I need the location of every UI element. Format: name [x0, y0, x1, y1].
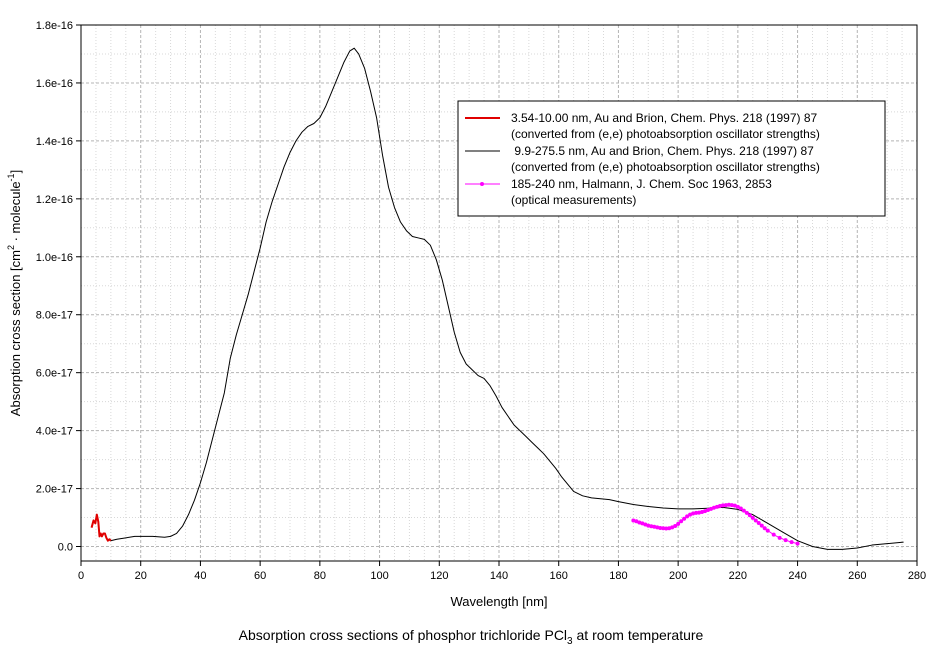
x-axis-label: Wavelength [nm] [450, 594, 547, 609]
series-3-point [765, 528, 770, 533]
series-line-2 [110, 47, 904, 550]
y-tick-label: 1.6e-16 [36, 78, 73, 90]
series-3-point [723, 503, 728, 508]
x-tick-label: 120 [430, 570, 448, 582]
x-tick-label: 260 [848, 570, 866, 582]
series-3-point [720, 503, 725, 508]
series-layer [90, 47, 904, 550]
x-tick-label: 40 [194, 570, 206, 582]
y-tick-label: 1.8e-16 [36, 20, 73, 32]
series-3-point [756, 521, 761, 526]
y-axis-label: Absorption cross section [cm2 · molecule… [6, 170, 23, 416]
series-3-point [685, 514, 690, 519]
legend-entry-2-line-2: (converted from (e,e) photoabsorption os… [511, 160, 820, 174]
series-3-point [741, 508, 746, 513]
series-3-point [661, 526, 666, 531]
series-3-point [729, 503, 734, 508]
x-tick-label: 100 [370, 570, 388, 582]
chart-title-tail: at room temperature [572, 627, 704, 643]
series-3-point [789, 540, 794, 545]
series-3-point [762, 526, 767, 531]
series-3-point [679, 519, 684, 524]
series-3-point [747, 513, 752, 518]
series-3-point [777, 535, 782, 540]
series-3-point [649, 524, 654, 529]
legend-entry-3-line-1: 185-240 nm, Halmann, J. Chem. Soc 1963, … [511, 177, 772, 191]
legend: 3.54-10.00 nm, Au and Brion, Chem. Phys.… [457, 100, 886, 217]
y-tick-label: 6.0e-17 [36, 368, 73, 380]
x-tick-label: 0 [78, 570, 84, 582]
series-3-point [759, 523, 764, 528]
series-3-point [676, 521, 681, 526]
legend-box [457, 100, 886, 217]
series-3-point [783, 538, 788, 543]
legend-entry-1-line-2: (converted from (e,e) photoabsorption os… [511, 127, 820, 141]
x-tick-label: 60 [254, 570, 266, 582]
series-3-point [738, 506, 743, 511]
series-3-point [673, 523, 678, 528]
y-axis-label-sup-1: 2 [6, 245, 16, 250]
series-3-point [664, 526, 669, 531]
y-tick-labels: 0.0 2.0e-17 4.0e-17 6.0e-17 8.0e-17 1.0e-16 1.… [36, 20, 73, 554]
x-tick-label: 180 [609, 570, 627, 582]
chart-title-subscript: 3 [567, 635, 573, 647]
y-axis-label-sup-2: -1 [6, 173, 16, 181]
x-tick-label: 220 [729, 570, 747, 582]
x-tick-label: 240 [788, 570, 806, 582]
chart-title-main: Absorption cross sections of phosphor tr… [238, 627, 568, 643]
series-3-point [682, 516, 687, 521]
y-axis-label-part-a: Absorption cross section [cm [8, 250, 23, 416]
x-tick-label: 160 [550, 570, 568, 582]
legend-entry-1-line-1: 3.54-10.00 nm, Au and Brion, Chem. Phys.… [511, 111, 818, 125]
y-tick-label: 2.0e-17 [36, 484, 73, 496]
y-tick-label: 1.2e-16 [36, 194, 73, 206]
chart-title: Absorption cross sections of phosphor tr… [0, 627, 942, 647]
grid [80, 24, 918, 561]
y-axis-label-part-c: ] [8, 170, 23, 174]
series-3-point [753, 518, 758, 523]
series-3-point [795, 541, 800, 546]
series-3-point [735, 504, 740, 509]
y-tick-label: 8.0e-17 [36, 310, 73, 322]
series-3-point [691, 511, 696, 516]
series-3-point [670, 525, 675, 530]
series-3-point [658, 525, 663, 530]
series-3-point [694, 510, 699, 515]
series-3-point [771, 532, 776, 537]
legend-entry-3-line-2: (optical measurements) [511, 193, 636, 207]
x-tick-labels: 0 20 40 60 80 100 120 140 160 180 200 220 240 260 280 [78, 570, 926, 582]
series-line-1 [90, 513, 112, 542]
series-3-point [652, 524, 657, 529]
series-3-point [744, 510, 749, 515]
series-3-point [750, 515, 755, 520]
legend-marker-series-3 [480, 182, 484, 186]
y-tick-label: 1.4e-16 [36, 136, 73, 148]
x-tick-label: 200 [669, 570, 687, 582]
x-tick-label: 80 [314, 570, 326, 582]
x-tick-label: 140 [490, 570, 508, 582]
series-3-point [726, 502, 731, 507]
y-tick-label: 4.0e-17 [36, 426, 73, 438]
legend-entry-2-line-1: 9.9-275.5 nm, Au and Brion, Chem. Phys. … [511, 144, 814, 158]
series-3-point [646, 523, 651, 528]
series-3-point [717, 503, 722, 508]
x-tick-label: 20 [135, 570, 147, 582]
series-3-point [697, 510, 702, 515]
axis-ticks [76, 24, 918, 566]
y-tick-label: 1.0e-16 [36, 252, 73, 264]
x-tick-label: 280 [908, 570, 926, 582]
y-axis-label-part-b: · molecule [8, 181, 23, 245]
series-3-point [655, 525, 660, 530]
y-tick-label: 0.0 [58, 542, 73, 554]
